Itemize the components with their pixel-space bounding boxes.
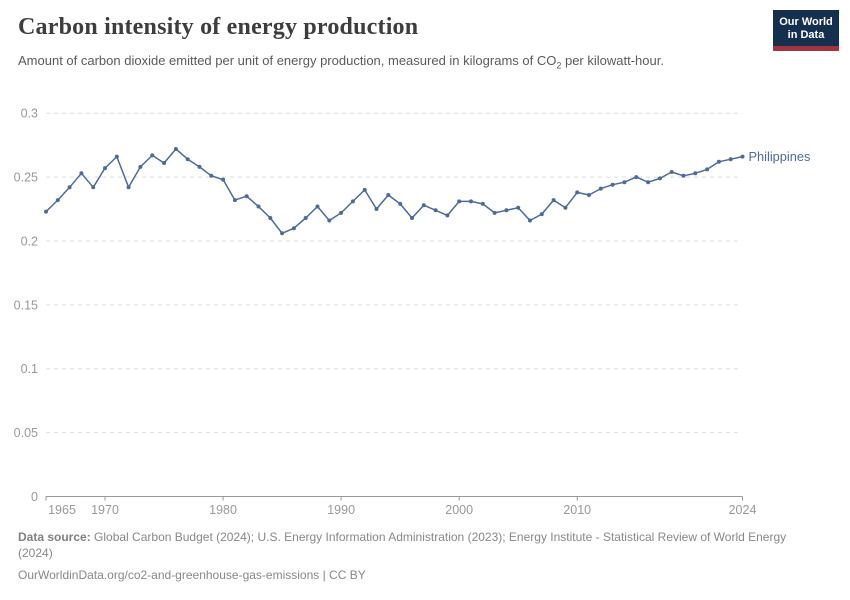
x-tick-label: 2010 — [563, 503, 591, 517]
owid-logo: Our World in Data — [773, 10, 839, 51]
data-point — [433, 208, 438, 213]
chart-footer: Data source: Global Carbon Budget (2024)… — [18, 530, 818, 584]
x-tick-label: 2024 — [729, 503, 757, 517]
data-point — [705, 167, 710, 172]
data-point — [539, 212, 544, 217]
data-point — [232, 198, 237, 203]
data-point — [268, 216, 273, 220]
data-point — [185, 157, 190, 162]
data-point — [457, 199, 462, 204]
data-point — [339, 210, 344, 215]
subtitle-text: Amount of carbon dioxide emitted per uni… — [18, 53, 557, 68]
x-tick-label: 1980 — [209, 503, 237, 517]
chart-subtitle: Amount of carbon dioxide emitted per uni… — [18, 51, 708, 76]
data-point — [445, 213, 450, 218]
series-line — [45, 148, 743, 235]
data-source-note: Data source: Global Carbon Budget (2024)… — [18, 530, 818, 561]
data-source-label: Data source: — [18, 530, 91, 544]
data-point — [681, 173, 686, 178]
data-point — [563, 205, 568, 210]
data-point — [374, 207, 379, 211]
data-point — [162, 161, 167, 165]
data-point — [480, 201, 485, 206]
data-point — [209, 173, 214, 178]
x-tick-label: 1965 — [48, 503, 76, 517]
data-point — [114, 154, 119, 159]
data-point — [421, 203, 426, 208]
data-point — [716, 159, 721, 164]
data-point — [646, 180, 651, 185]
data-point — [587, 193, 591, 197]
chart-title: Carbon intensity of energy production — [18, 14, 419, 40]
data-point — [103, 166, 107, 171]
data-point — [469, 199, 473, 204]
data-source-text: Global Carbon Budget (2024); U.S. Energy… — [18, 530, 787, 560]
data-point — [150, 153, 155, 158]
owid-logo-line2: in Data — [787, 29, 825, 41]
data-point — [740, 154, 745, 159]
data-point — [504, 208, 509, 213]
data-point — [693, 171, 698, 176]
subtitle-text-tail: per kilowatt-hour. — [561, 53, 664, 68]
data-point — [315, 204, 320, 209]
y-tick-label: 0.15 — [14, 298, 38, 312]
data-point — [221, 177, 226, 182]
data-point — [256, 204, 261, 209]
data-point — [303, 216, 308, 220]
data-point — [173, 147, 178, 151]
data-point — [362, 187, 367, 192]
data-point — [728, 157, 733, 162]
owid-logo-line1: Our World — [779, 16, 833, 28]
y-tick-label: 0.2 — [21, 234, 38, 248]
data-point — [398, 201, 403, 206]
data-point — [91, 185, 96, 190]
data-point — [244, 194, 249, 199]
x-tick-label: 2000 — [445, 503, 473, 517]
y-tick-label: 0.3 — [21, 107, 38, 121]
data-point — [575, 190, 580, 195]
data-point — [598, 186, 603, 191]
data-point — [67, 185, 72, 190]
y-tick-label: 0.05 — [14, 426, 38, 440]
subtitle-co2-subscript: 2 — [556, 60, 562, 71]
data-point — [197, 164, 202, 169]
data-point — [410, 216, 414, 220]
y-tick-label: 0 — [31, 490, 38, 504]
data-point — [492, 210, 497, 215]
data-point — [79, 171, 84, 176]
data-point — [126, 185, 131, 190]
data-point — [327, 218, 332, 223]
data-point — [291, 226, 296, 231]
data-point — [634, 175, 639, 180]
data-point — [610, 182, 615, 187]
x-tick-label: 1970 — [91, 503, 119, 517]
data-point — [622, 180, 627, 185]
data-point — [350, 199, 355, 204]
y-tick-label: 0.25 — [14, 171, 38, 185]
license-url-line: OurWorldinData.org/co2-and-greenhouse-ga… — [18, 568, 366, 582]
data-point — [138, 164, 143, 169]
y-tick-label: 0.1 — [21, 362, 38, 376]
data-point — [280, 231, 285, 236]
data-point — [55, 198, 60, 203]
series-entity-label: Philippines — [749, 149, 811, 164]
x-tick-label: 1990 — [327, 503, 355, 517]
data-point — [44, 209, 48, 214]
data-point — [386, 193, 391, 197]
data-point — [551, 198, 556, 203]
data-point — [528, 218, 532, 223]
data-point — [516, 205, 521, 210]
data-point — [669, 170, 674, 174]
data-point — [657, 176, 662, 181]
